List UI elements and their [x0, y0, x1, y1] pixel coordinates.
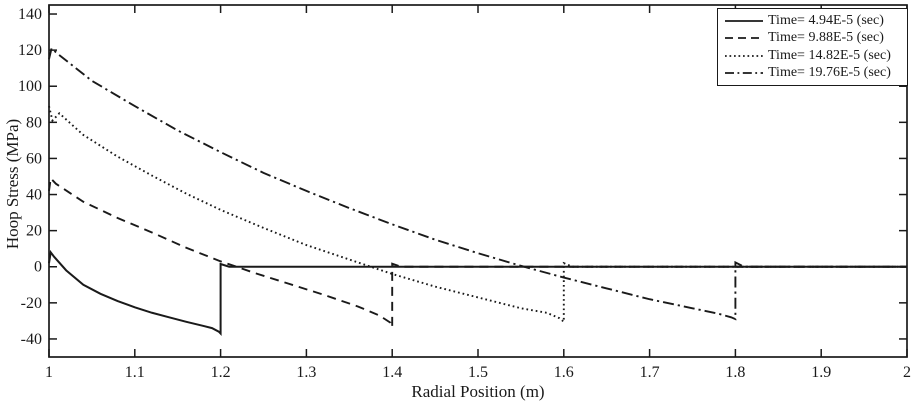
x-tick-label: 1.4 [382, 364, 402, 381]
y-tick-label: 140 [18, 6, 42, 23]
x-tick-label: 1.1 [125, 364, 145, 381]
legend-label: Time= 4.94E-5 (sec) [768, 12, 884, 28]
y-tick-label: 40 [26, 187, 42, 204]
y-tick-label: -40 [21, 331, 42, 348]
legend-line-dashed [725, 37, 763, 40]
legend-line-solid [725, 19, 763, 22]
curve-dashdot-t4 [48, 46, 907, 321]
x-tick-label: 1 [45, 364, 53, 381]
legend-label: Time= 9.88E-5 (sec) [768, 30, 884, 46]
legend-line-dotted [725, 54, 763, 57]
legend-line-dashdot [725, 72, 763, 75]
curve-solid-t1 [48, 249, 907, 337]
x-tick-label: 1.8 [725, 364, 745, 381]
legend-item-solid: Time= 4.94E-5 (sec) [725, 13, 903, 29]
y-tick-label: 100 [18, 78, 42, 95]
curve-dashed-t2 [48, 176, 907, 328]
y-tick-label: 20 [26, 223, 42, 240]
y-tick-label: 0 [34, 259, 42, 276]
y-tick-label: 60 [26, 150, 42, 167]
y-tick-label: 80 [26, 114, 42, 131]
y-tick-label: -20 [21, 295, 42, 312]
legend-item-dotted: Time= 14.82E-5 (sec) [725, 48, 903, 64]
x-tick-label: 1.5 [468, 364, 488, 381]
legend-label: Time= 14.82E-5 (sec) [768, 47, 891, 63]
y-tick-label: 120 [18, 42, 42, 59]
x-tick-label: 1.2 [211, 364, 231, 381]
curve-dotted-t3 [48, 105, 907, 324]
x-tick-label: 1.9 [811, 364, 831, 381]
x-tick-label: 2 [903, 364, 911, 381]
legend: Time= 4.94E-5 (sec) Time= 9.88E-5 (sec) … [717, 8, 908, 86]
x-tick-label: 1.3 [296, 364, 316, 381]
x-tick-label: 1.7 [640, 364, 660, 381]
x-tick-label: 1.6 [554, 364, 574, 381]
x-axis-label: Radial Position (m) [411, 382, 545, 401]
y-axis-label: Hoop Stress (MPa) [3, 118, 22, 250]
legend-item-dashed: Time= 9.88E-5 (sec) [725, 30, 903, 46]
legend-item-dashdot: Time= 19.76E-5 (sec) [725, 65, 903, 81]
legend-label: Time= 19.76E-5 (sec) [768, 65, 891, 81]
